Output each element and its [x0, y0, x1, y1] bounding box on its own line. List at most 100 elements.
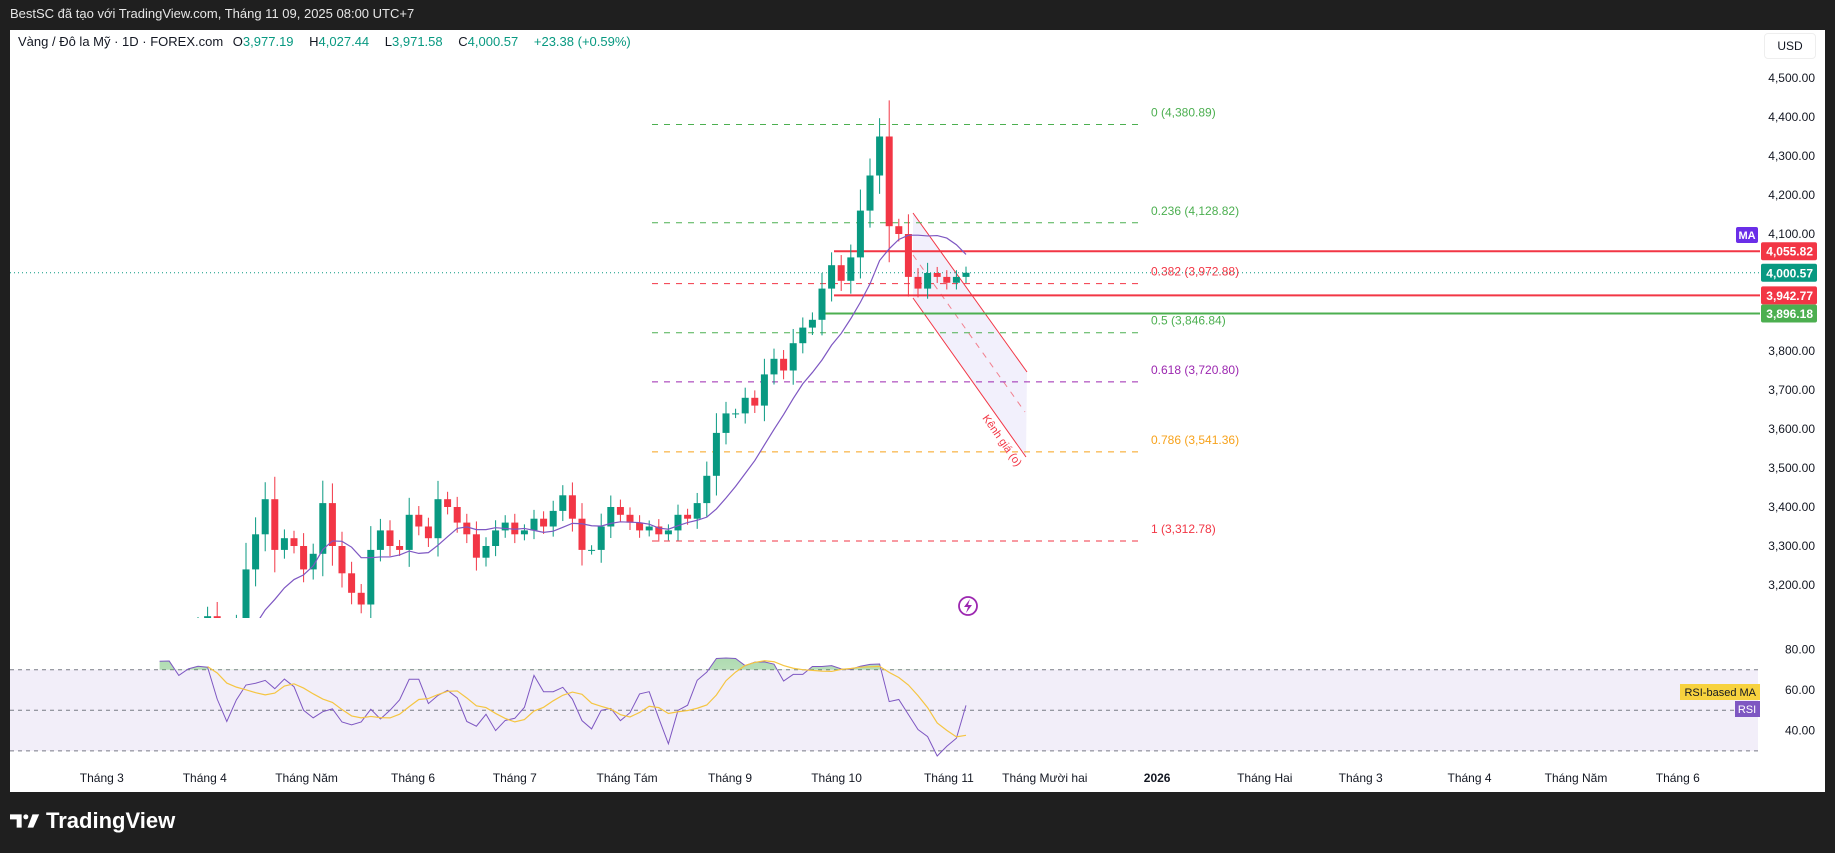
last-price-badge-bg	[1761, 263, 1817, 282]
candle-body	[664, 530, 672, 535]
rsi-ma-badge-bg	[1680, 684, 1760, 700]
candle	[357, 584, 365, 614]
price-tick-label: 3,600.00	[1768, 422, 1815, 436]
fib-level-label: 0.382 (3,972.88)	[1151, 265, 1239, 279]
candle	[885, 100, 893, 263]
candle	[386, 520, 394, 557]
currency-button[interactable]: USD	[1764, 33, 1816, 59]
candle-body	[328, 503, 336, 546]
candle-body	[444, 499, 452, 507]
candle	[588, 545, 596, 555]
candle	[751, 390, 759, 414]
price-line-badge: 3,942.77	[1761, 286, 1817, 305]
candle	[732, 408, 740, 419]
time-tick-label: Tháng 4	[1447, 771, 1491, 785]
candle	[895, 218, 903, 242]
candle-body	[847, 257, 855, 281]
time-tick-label: 2026	[1144, 771, 1171, 785]
candle	[847, 244, 855, 294]
fibonacci-retracement[interactable]: 0 (4,380.89) 0.236 (4,128.82) 0.382 (3,972…	[652, 105, 1239, 542]
fib-level-label: 1 (3,312.78)	[1151, 522, 1216, 536]
horizontal-lines[interactable]	[10, 250, 1760, 315]
candle	[444, 491, 452, 515]
symbol-name[interactable]: Vàng / Đô la Mỹ · 1D · FOREX.com	[18, 34, 224, 49]
candle-body	[338, 546, 346, 574]
candle	[952, 270, 960, 290]
candle-body	[933, 273, 941, 277]
candle	[933, 266, 941, 283]
candle-body	[904, 234, 912, 277]
chart-panel[interactable]	[10, 30, 1825, 792]
candle	[760, 358, 768, 422]
candle	[636, 515, 644, 538]
candle-body	[204, 616, 212, 618]
candle-body	[808, 319, 816, 328]
candle	[328, 483, 336, 566]
symbol-legend[interactable]: Vàng / Đô la Mỹ · 1D · FOREX.com O3,977.…	[18, 34, 637, 49]
candle-body	[396, 546, 404, 550]
channel-lower-line[interactable]	[912, 297, 1027, 458]
rsi-ma-line	[207, 660, 967, 738]
candle-body	[233, 632, 240, 667]
time-axis[interactable]: Tháng 3 Tháng 4 Tháng Năm Tháng 6 Tháng 7 Thá…	[80, 771, 1700, 785]
candle	[367, 526, 375, 618]
time-tick-label: Tháng Mười hai	[1002, 771, 1087, 785]
lightning-icon[interactable]	[958, 596, 978, 616]
candle	[780, 350, 788, 380]
ma-badge: MA	[1736, 227, 1758, 243]
candle	[712, 413, 720, 496]
price-tick-label: 4,400.00	[1768, 110, 1815, 124]
candle-body	[799, 327, 807, 344]
candle-body	[223, 644, 230, 667]
candle	[242, 542, 250, 618]
candle	[213, 601, 221, 618]
candle-body	[376, 530, 384, 550]
candle-body	[703, 475, 711, 504]
candle-body	[559, 495, 567, 511]
candle-body	[319, 503, 327, 554]
high-label: H	[309, 34, 319, 49]
price-badges: 4,055.82 3,942.77 3,896.18 4,000.57 MA	[1736, 227, 1817, 323]
candle	[828, 252, 836, 302]
price-tick-label: 3,800.00	[1768, 344, 1815, 358]
candle	[645, 520, 653, 537]
candle-body	[492, 530, 500, 546]
close-label: C	[458, 34, 468, 49]
candle	[511, 513, 519, 544]
candle-body	[463, 522, 471, 535]
candle	[962, 266, 970, 284]
low-value: 3,971.58	[392, 34, 443, 49]
rsi-badge: RSI	[1735, 701, 1760, 717]
channel-upper-line[interactable]	[912, 212, 1028, 373]
time-tick-label: Tháng 7	[493, 771, 537, 785]
candle	[770, 348, 778, 385]
candle	[482, 537, 490, 567]
ma-badge-bg	[1736, 227, 1758, 243]
candle	[396, 539, 404, 556]
fib-level-label: 0.236 (4,128.82)	[1151, 204, 1239, 218]
tradingview-logo[interactable]: TradingView	[10, 808, 175, 834]
candle-body	[568, 495, 576, 519]
price-axis[interactable]: 4,500.00 4,400.00 4,300.00 4,200.00 4,100.00…	[1768, 71, 1815, 592]
candle	[319, 480, 327, 577]
candle-body	[482, 546, 490, 558]
candle-body	[655, 526, 663, 535]
candle	[348, 561, 356, 605]
price-line-badge-bg	[1761, 286, 1817, 305]
candle-body	[674, 514, 682, 531]
candle-body	[367, 549, 375, 605]
candle-body	[252, 534, 260, 570]
price-tick-label: 4,500.00	[1768, 71, 1815, 85]
ma-badge-text: MA	[1738, 230, 1755, 242]
candle-body	[501, 522, 509, 531]
rsi-overbought-fill	[159, 657, 966, 670]
rsi-ma-badge: RSI-based MA	[1680, 684, 1760, 700]
rsi-pane: 80.00 60.00 40.00 RSI-based MA RSI	[10, 642, 1815, 757]
candle-body	[511, 522, 519, 535]
rsi-line	[159, 657, 967, 757]
price-line-badge-bg	[1761, 242, 1817, 261]
candle-body	[386, 530, 394, 546]
time-tick-label: Tháng Tám	[597, 771, 658, 785]
candle-body	[636, 522, 644, 531]
